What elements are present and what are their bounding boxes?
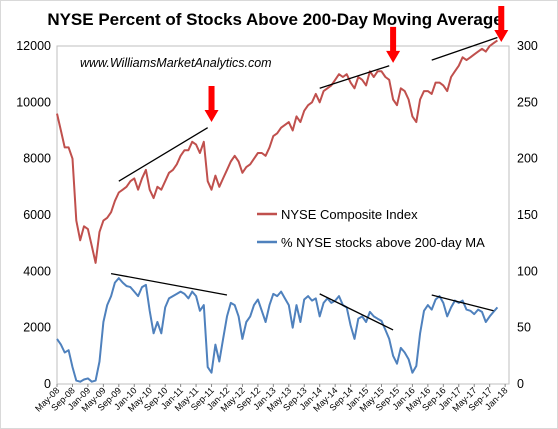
- left-tick-label: 6000: [23, 208, 51, 222]
- trend-line: [431, 36, 498, 61]
- right-tick-label: 300: [517, 39, 538, 53]
- left-tick-label: 12000: [16, 39, 51, 53]
- nyse-composite-line: [56, 39, 498, 264]
- trend-line: [319, 293, 394, 331]
- right-tick-label: 250: [517, 95, 538, 109]
- red-down-arrow: [494, 6, 509, 42]
- trend-line: [110, 272, 228, 296]
- trend-lines: [110, 36, 498, 331]
- left-tick-label: 0: [44, 377, 51, 391]
- plot-area: [56, 45, 510, 385]
- red-down-arrow: [204, 86, 219, 123]
- left-tick-label: 4000: [23, 264, 51, 278]
- legend-label-pct: % NYSE stocks above 200-day MA: [281, 235, 485, 250]
- watermark: www.WilliamsMarketAnalytics.com: [80, 56, 272, 70]
- right-tick-label: 100: [517, 264, 538, 278]
- left-axis-ticks: 0 2000 4000 6000 8000 10000 12000: [16, 39, 51, 391]
- chart-title: NYSE Percent of Stocks Above 200-Day Mov…: [47, 10, 502, 29]
- trend-line: [431, 294, 494, 312]
- trend-line: [118, 127, 209, 182]
- pct-above-200dma-line: [56, 277, 499, 383]
- right-tick-label: 0: [517, 377, 524, 391]
- red-down-arrow: [386, 26, 401, 63]
- right-tick-label: 150: [517, 208, 538, 222]
- trend-line: [319, 65, 390, 89]
- right-tick-label: 200: [517, 152, 538, 166]
- legend-label-nyse: NYSE Composite Index: [281, 207, 418, 222]
- legend: NYSE Composite Index % NYSE stocks above…: [257, 207, 485, 250]
- series-lines: [56, 39, 499, 383]
- left-tick-label: 2000: [23, 321, 51, 335]
- right-tick-label: 50: [517, 321, 531, 335]
- left-tick-label: 10000: [16, 95, 51, 109]
- arrows: [204, 6, 509, 123]
- left-tick-label: 8000: [23, 152, 51, 166]
- right-axis-ticks: 0 50 100 150 200 250 300: [517, 39, 538, 391]
